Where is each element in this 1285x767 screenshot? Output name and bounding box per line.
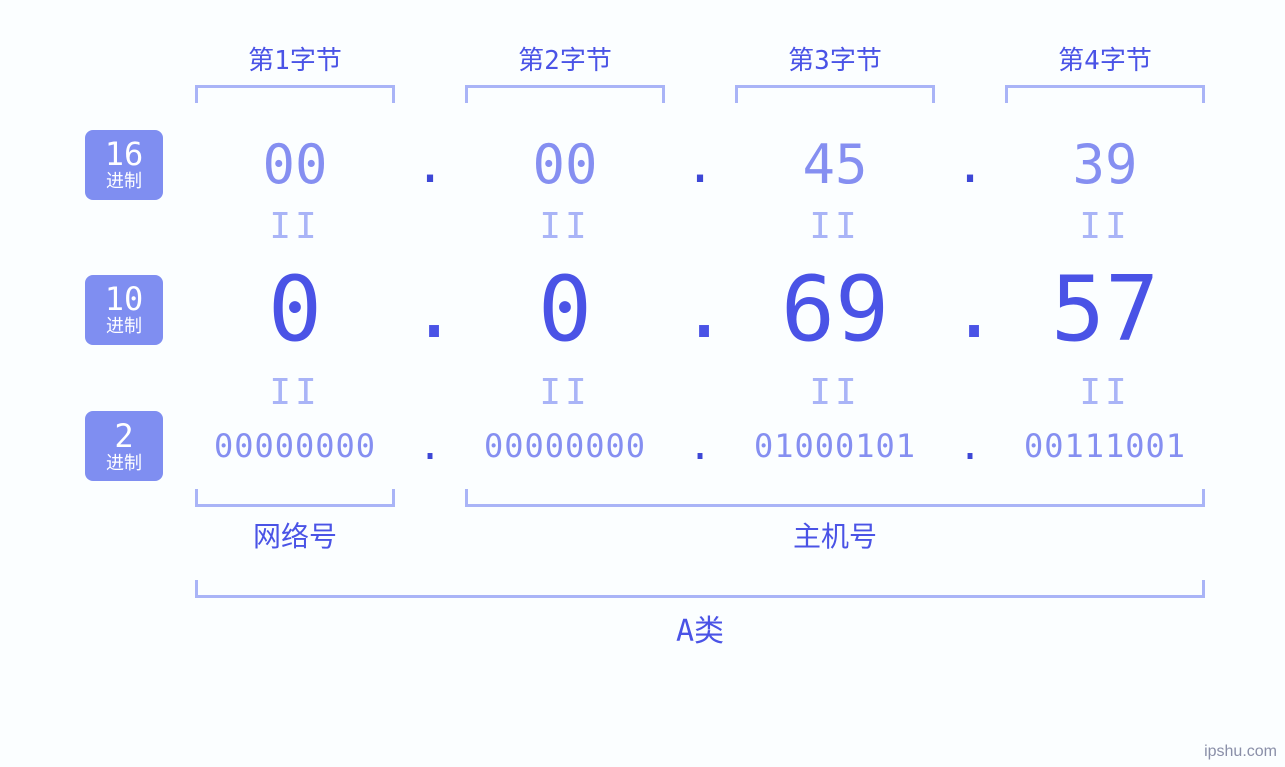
bin-byte-3: 01000101	[720, 427, 950, 465]
badge-dec-number: 10	[105, 282, 144, 317]
host-bracket	[465, 489, 1205, 507]
badge-bin-number: 2	[114, 419, 133, 454]
eq-1-3: II	[720, 206, 950, 247]
watermark: ipshu.com	[1204, 743, 1277, 761]
byte-headers-row: 第1字节 第2字节 第3字节 第4字节	[180, 40, 1220, 77]
badge-bin: 2 进制	[85, 411, 163, 481]
bottom-brackets	[180, 489, 1220, 507]
top-bracket-1	[195, 85, 395, 103]
byte-header-1: 第1字节	[180, 40, 410, 77]
bin-dot-1: .	[410, 423, 450, 469]
class-bracket	[195, 580, 1205, 598]
network-label: 网络号	[180, 515, 410, 555]
hex-dot-3: .	[950, 136, 990, 194]
badge-bin-text: 进制	[106, 454, 142, 474]
badge-hex: 16 进制	[85, 130, 163, 200]
bin-byte-2: 00000000	[450, 427, 680, 465]
hex-byte-1: 00	[180, 133, 410, 196]
hex-dot-2: .	[680, 136, 720, 194]
hex-byte-4: 39	[990, 133, 1220, 196]
eq-1-4: II	[990, 206, 1220, 247]
badge-dec-text: 进制	[106, 317, 142, 337]
bin-dot-2: .	[680, 423, 720, 469]
dec-byte-2: 0	[450, 257, 680, 362]
bin-byte-1: 00000000	[180, 427, 410, 465]
dec-byte-4: 57	[990, 257, 1220, 362]
equals-row-1: II II II II	[180, 206, 1220, 247]
byte-header-2: 第2字节	[450, 40, 680, 77]
badge-hex-text: 进制	[106, 172, 142, 192]
top-bracket-2	[465, 85, 665, 103]
badge-dec: 10 进制	[85, 275, 163, 345]
hex-byte-3: 45	[720, 133, 950, 196]
eq-2-1: II	[180, 372, 410, 413]
dec-dot-1: .	[410, 263, 450, 356]
equals-row-2: II II II II	[180, 372, 1220, 413]
hex-dot-1: .	[410, 136, 450, 194]
host-label: 主机号	[450, 515, 1220, 555]
hex-byte-2: 00	[450, 133, 680, 196]
top-bracket-3	[735, 85, 935, 103]
dec-byte-1: 0	[180, 257, 410, 362]
bin-dot-3: .	[950, 423, 990, 469]
byte-header-4: 第4字节	[990, 40, 1220, 77]
network-bracket	[195, 489, 395, 507]
badge-hex-number: 16	[105, 137, 144, 172]
eq-1-1: II	[180, 206, 410, 247]
hex-row: 16 进制 00 . 00 . 45 . 39	[180, 133, 1220, 196]
top-brackets	[180, 85, 1220, 103]
bin-row: 2 进制 00000000 . 00000000 . 01000101 . 00…	[180, 423, 1220, 469]
top-bracket-4	[1005, 85, 1205, 103]
byte-header-3: 第3字节	[720, 40, 950, 77]
eq-1-2: II	[450, 206, 680, 247]
eq-2-3: II	[720, 372, 950, 413]
dec-byte-3: 69	[720, 257, 950, 362]
eq-2-2: II	[450, 372, 680, 413]
eq-2-4: II	[990, 372, 1220, 413]
dec-dot-2: .	[680, 263, 720, 356]
dec-dot-3: .	[950, 263, 990, 356]
bottom-labels: 网络号 主机号	[180, 515, 1220, 555]
bin-byte-4: 00111001	[990, 427, 1220, 465]
class-label: A类	[180, 606, 1220, 650]
dec-row: 10 进制 0 . 0 . 69 . 57	[180, 257, 1220, 362]
